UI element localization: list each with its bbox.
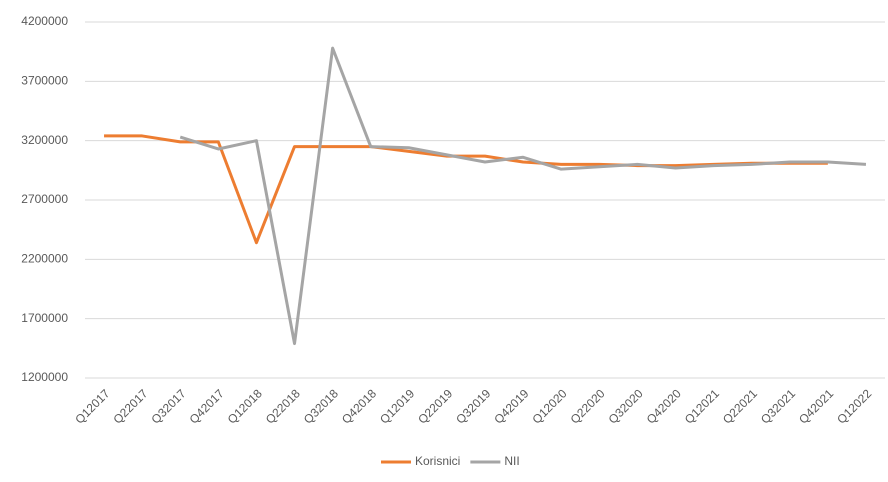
x-tick-label: Q32017 [149, 386, 189, 426]
x-tick-label: Q12020 [529, 386, 569, 426]
x-tick-label: Q32021 [758, 386, 798, 426]
y-tick-label: 2700000 [21, 192, 68, 206]
x-tick-label: Q42020 [644, 386, 684, 426]
x-tick-label: Q42018 [339, 386, 379, 426]
x-tick-label: Q12018 [225, 386, 265, 426]
x-tick-label: Q12021 [682, 386, 722, 426]
y-tick-label: 1700000 [21, 311, 68, 325]
x-tick-label: Q32020 [606, 386, 646, 426]
series-line [179, 46, 867, 346]
x-tick-label: Q22019 [415, 386, 455, 426]
y-tick-label: 4200000 [21, 14, 68, 28]
y-tick-label: 1200000 [21, 370, 68, 384]
x-tick-label: Q42019 [491, 386, 531, 426]
x-tick-label: Q42017 [187, 386, 227, 426]
series-line [104, 134, 828, 245]
x-tick-label: Q32019 [453, 386, 493, 426]
x-tick-label: Q42021 [796, 386, 836, 426]
x-tick-label: Q12022 [834, 386, 874, 426]
x-tick-label: Q12017 [72, 386, 112, 426]
y-tick-label: 3200000 [21, 133, 68, 147]
y-tick-label: 3700000 [21, 74, 68, 88]
legend-label: Korisnici [415, 454, 460, 468]
x-tick-label: Q22018 [263, 386, 303, 426]
x-tick-label: Q22020 [568, 386, 608, 426]
legend-label: NII [504, 454, 519, 468]
y-tick-label: 2200000 [21, 252, 68, 266]
x-tick-label: Q22021 [720, 386, 760, 426]
x-tick-label: Q22017 [110, 386, 150, 426]
x-tick-label: Q12019 [377, 386, 417, 426]
x-tick-label: Q32018 [301, 386, 341, 426]
